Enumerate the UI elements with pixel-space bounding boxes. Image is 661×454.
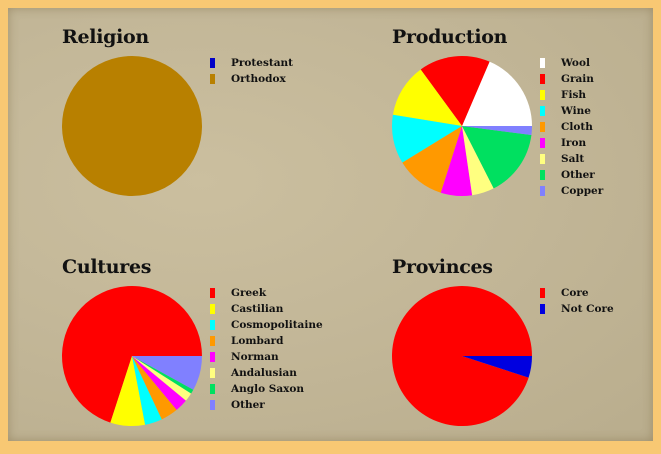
- pie-slice-castilian: [110, 356, 146, 426]
- legend-swatch: [540, 58, 545, 68]
- religion-pie: [62, 56, 202, 196]
- provinces-title: Provinces: [392, 256, 493, 278]
- pie-slice-not-core: [462, 356, 532, 378]
- provinces-pie: [392, 286, 532, 426]
- legend-swatch: [210, 384, 215, 394]
- legend-swatch: [540, 74, 545, 84]
- production-pie: [392, 56, 532, 196]
- pie-slice-anglo-saxon: [132, 356, 194, 394]
- pie-slice-andalusian: [132, 356, 192, 401]
- legend-swatch: [540, 90, 545, 100]
- pie-slice-other: [132, 356, 202, 390]
- legend-swatch: [210, 304, 215, 314]
- pie-slice-iron: [440, 126, 473, 196]
- legend-swatch: [210, 352, 215, 362]
- production-chart: Production Wool Grain Fish Wine Cloth Iron Sal…: [338, 8, 658, 224]
- legend-swatch: [540, 288, 545, 298]
- legend-label: Cosmopolitaine: [231, 319, 323, 331]
- legend-label: Lombard: [231, 335, 284, 347]
- pie-slice-cosmopolitaine: [132, 356, 162, 425]
- legend-label: Salt: [561, 153, 585, 165]
- pie-slice-grain: [420, 56, 490, 126]
- legend-swatch: [210, 58, 215, 68]
- legend-swatch: [540, 122, 545, 132]
- legend-label: Norman: [231, 351, 279, 363]
- legend-label: Grain: [561, 73, 594, 85]
- religion-chart: Religion Protestant Orthodox: [8, 8, 328, 224]
- legend-label: Copper: [561, 185, 604, 197]
- legend-label: Orthodox: [231, 73, 286, 85]
- pie-slice-greek: [61, 286, 202, 423]
- stats-panel: Religion Protestant Orthodox Production W…: [8, 8, 653, 441]
- legend-label: Andalusian: [231, 367, 297, 379]
- legend-label: Castilian: [231, 303, 284, 315]
- pie-slice-lombard: [132, 356, 177, 420]
- legend-swatch: [540, 106, 545, 116]
- legend-label: Other: [231, 399, 265, 411]
- cultures-pie: [61, 286, 202, 426]
- legend-swatch: [540, 186, 545, 196]
- legend-swatch: [210, 368, 215, 378]
- legend-label: Fish: [561, 89, 586, 101]
- legend-swatch: [210, 336, 215, 346]
- legend-swatch: [210, 74, 215, 84]
- legend-label: Not Core: [561, 303, 614, 315]
- pie-slice-copper: [462, 126, 532, 136]
- legend-swatch: [540, 304, 545, 314]
- legend-label: Anglo Saxon: [231, 383, 305, 395]
- legend-label: Protestant: [231, 57, 294, 69]
- legend-label: Cloth: [561, 121, 593, 133]
- legend-label: Greek: [231, 287, 267, 299]
- legend-label: Wine: [561, 105, 591, 117]
- legend-swatch: [540, 170, 545, 180]
- pie-slice-other: [462, 126, 532, 189]
- pie-slice-norman: [132, 356, 186, 410]
- religion-title: Religion: [62, 26, 149, 48]
- legend-label: Core: [561, 287, 589, 299]
- legend-swatch: [210, 400, 215, 410]
- legend-label: Wool: [561, 57, 590, 69]
- pie-slice-salt: [462, 126, 494, 196]
- pie-slice-cloth: [402, 126, 462, 193]
- provinces-chart: Provinces Core Not Core: [338, 238, 658, 454]
- production-title: Production: [392, 26, 508, 48]
- pie-slice-orthodox: [62, 56, 202, 196]
- cultures-title: Cultures: [62, 256, 152, 278]
- legend-label: Other: [561, 169, 595, 181]
- legend-swatch: [540, 138, 545, 148]
- pie-slice-fish: [392, 69, 462, 126]
- legend-swatch: [540, 154, 545, 164]
- pie-slice-wine: [392, 114, 462, 163]
- legend-label: Iron: [561, 137, 587, 149]
- legend-swatch: [210, 320, 215, 330]
- cultures-chart: Cultures Greek Castilian Cosmopolitaine Lom…: [8, 238, 328, 454]
- pie-slice-wool: [462, 61, 532, 127]
- legend-swatch: [210, 288, 215, 298]
